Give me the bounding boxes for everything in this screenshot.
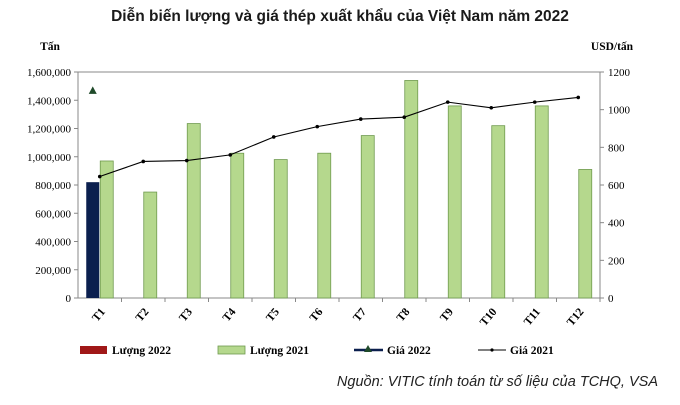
legend-label-gia-2022: Giá 2022 xyxy=(387,345,431,357)
bar-luong-2021 xyxy=(186,123,201,299)
point-gia-2022 xyxy=(88,86,97,94)
left-axis-tick-label: 1,600,000 xyxy=(27,67,72,79)
category-label: T10 xyxy=(478,306,500,329)
legend-label-luong-2021: Lượng 2021 xyxy=(250,345,309,357)
chart-title: Diễn biến lượng và giá thép xuất khẩu củ… xyxy=(111,8,569,25)
source-note: Nguồn: VITIC tính toán từ số liệu của TC… xyxy=(336,374,658,390)
left-axis: 0 200,000 400,000 600,000 800,000 1,000,000 1,… xyxy=(27,67,78,305)
point-gia-2021 xyxy=(358,117,363,121)
category-label: T5 xyxy=(264,306,282,324)
bar-luong-2021 xyxy=(317,152,332,299)
category-label: T2 xyxy=(134,306,152,324)
point-gia-2021 xyxy=(184,158,189,163)
point-gia-2021 xyxy=(489,105,494,110)
left-axis-unit: Tấn xyxy=(40,40,60,53)
point-gia-2021 xyxy=(315,124,320,129)
legend-swatch-luong-2022 xyxy=(80,346,107,354)
category-label: T3 xyxy=(177,306,195,324)
point-gia-2021 xyxy=(532,100,537,104)
legend-label-gia-2021: Giá 2021 xyxy=(510,345,554,357)
point-gia-2021 xyxy=(141,159,146,164)
right-axis-tick-label: 1200 xyxy=(608,67,631,79)
left-axis-tick-label: 200,000 xyxy=(35,265,71,277)
right-axis-tick-label: 0 xyxy=(608,293,614,305)
left-axis-tick-label: 600,000 xyxy=(35,208,71,220)
category-label: T9 xyxy=(438,306,456,324)
left-axis-tick-label: 1,200,000 xyxy=(27,124,72,136)
category-label: T4 xyxy=(221,306,239,324)
right-axis-tick-label: 1000 xyxy=(608,105,631,117)
right-axis-tick-label: 200 xyxy=(608,255,625,267)
left-axis-tick-label: 0 xyxy=(66,293,72,305)
line-gia-2021 xyxy=(97,95,581,179)
right-axis-unit: USD/tấn xyxy=(591,40,634,53)
left-axis-tick-label: 800,000 xyxy=(35,180,71,192)
bar-luong-2021 xyxy=(143,191,158,299)
bar-luong-2021 xyxy=(230,152,245,299)
category-label: T11 xyxy=(522,306,543,328)
point-gia-2021 xyxy=(576,95,581,100)
bars-luong-2021 xyxy=(99,80,593,299)
right-axis-tick-label: 400 xyxy=(608,218,625,230)
left-axis-tick-label: 400,000 xyxy=(35,237,71,249)
bar-luong-2021 xyxy=(578,169,593,299)
legend-swatch-luong-2021 xyxy=(217,345,246,355)
category-label: T1 xyxy=(90,306,108,324)
right-axis-tick-label: 800 xyxy=(608,142,625,154)
left-axis-tick-label: 1,000,000 xyxy=(27,152,72,164)
marker-gia-2022 xyxy=(88,86,97,94)
point-gia-2021 xyxy=(228,153,233,157)
right-axis: 0 200 400 600 800 1000 1200 xyxy=(600,67,631,305)
point-gia-2021 xyxy=(271,135,276,139)
bar-luong-2021 xyxy=(99,160,114,299)
category-label: T12 xyxy=(565,306,587,329)
category-label: T6 xyxy=(308,306,326,324)
bars-luong-2022 xyxy=(86,182,100,298)
bar-luong-2021 xyxy=(273,159,288,299)
point-gia-2021 xyxy=(97,174,102,179)
point-gia-2021 xyxy=(445,100,450,104)
legend-marker-gia-2022 xyxy=(364,345,372,352)
bar-luong-2022 xyxy=(86,182,100,298)
category-label: T8 xyxy=(395,306,413,324)
category-axis: T1 T2 T3 T4 T5 T6 T7 T8 T9 T10 T11 T12 xyxy=(90,298,601,329)
legend-label-luong-2022: Lượng 2022 xyxy=(112,345,171,357)
bar-luong-2021 xyxy=(404,80,419,299)
legend-marker-gia-2021 xyxy=(490,348,494,352)
bar-luong-2021 xyxy=(491,125,506,299)
bar-luong-2021 xyxy=(447,105,462,299)
category-label: T7 xyxy=(351,306,369,324)
legend: Lượng 2022 Lượng 2021 Giá 2022 Giá 2021 xyxy=(80,345,554,357)
bar-luong-2021 xyxy=(360,135,375,299)
right-axis-tick-label: 600 xyxy=(608,180,625,192)
point-gia-2021 xyxy=(402,115,407,119)
bar-luong-2021 xyxy=(534,105,549,299)
left-axis-tick-label: 1,400,000 xyxy=(27,95,72,107)
line-gia-2021-path xyxy=(99,96,579,178)
